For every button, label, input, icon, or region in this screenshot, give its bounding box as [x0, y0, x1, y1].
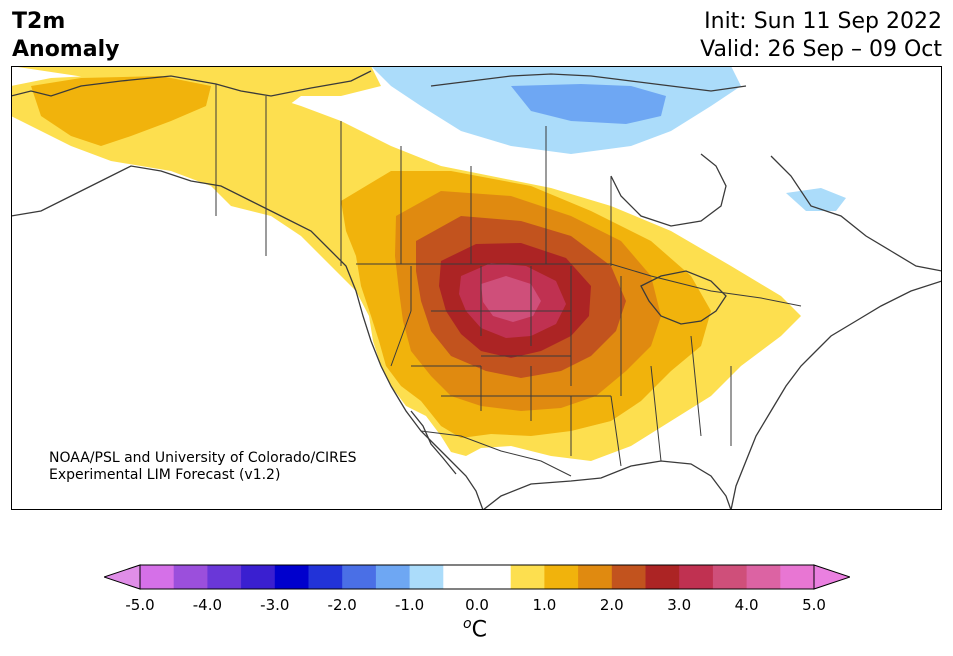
colorbar-unit: oC: [463, 616, 487, 642]
colorbar-svg: [102, 564, 852, 590]
us-states-north: [390, 266, 622, 396]
colorbar-segment: [308, 565, 343, 589]
colorbar: [102, 564, 852, 590]
east-coast: [730, 280, 942, 510]
alaska-coast: [11, 70, 372, 97]
variable-title: T2m: [12, 9, 66, 34]
credit-text: NOAA/PSL and University of Colorado/CIRE…: [49, 450, 357, 484]
colorbar-segment: [443, 565, 478, 589]
colorbar-tick-label: 4.0: [734, 596, 759, 614]
labrador-coast: [770, 155, 942, 272]
colorbar-tick-label: -4.0: [192, 596, 223, 614]
init-date: Init: Sun 11 Sep 2022: [704, 9, 942, 34]
colorbar-tick-label: -3.0: [260, 596, 290, 614]
colorbar-segment: [173, 565, 208, 589]
colorbar-tick-label: 2.0: [599, 596, 624, 614]
colorbar-segment: [375, 565, 411, 589]
colorbar-tick-label: -1.0: [394, 596, 425, 614]
colorbar-segment: [712, 565, 748, 589]
colorbar-tick-label: 0.0: [465, 596, 489, 614]
great-lakes: [640, 270, 727, 325]
coastlines: [11, 70, 942, 510]
colorbar-under-extension: [102, 564, 141, 590]
colorbar-segment: [477, 565, 512, 589]
plot-title: T2m Anomaly: [12, 8, 119, 64]
colorbar-segment: [274, 565, 309, 589]
colorbar-segment: [544, 565, 579, 589]
colorbar-segment: [780, 565, 815, 589]
colorbar-segment: [578, 565, 613, 589]
anomaly-shading: [11, 66, 846, 461]
colorbar-over-extension: [813, 564, 852, 590]
us-states-south: [441, 335, 732, 467]
west-coast: [11, 165, 484, 510]
shade-band-gold: [31, 76, 211, 146]
colorbar-tick-label: -2.0: [327, 596, 357, 614]
colorbar-segment: [409, 565, 444, 589]
map-border: [11, 66, 942, 510]
colorbar-segment: [746, 565, 781, 589]
degree-symbol: o: [463, 616, 472, 632]
hudson-bay: [610, 153, 727, 227]
canada-provinces: [265, 96, 612, 266]
colorbar-segment: [207, 565, 242, 589]
colorbar-segment: [679, 565, 714, 589]
colorbar-segment: [140, 565, 175, 589]
colorbar-segment: [342, 565, 377, 589]
variable-subtitle: Anomaly: [12, 37, 120, 62]
colorbar-frame: [139, 564, 815, 590]
shade-band-lightblue-east: [786, 188, 846, 211]
arctic-islands: [430, 73, 747, 92]
map-svg: [11, 66, 942, 510]
shade-band-blue: [511, 84, 666, 124]
date-info: Init: Sun 11 Sep 2022 Valid: 26 Sep – 09…: [700, 8, 942, 64]
baja-coast: [410, 410, 457, 475]
credit-line-2: Experimental LIM Forecast (v1.2): [49, 467, 281, 483]
us-canada-border: [356, 263, 802, 307]
unit-letter: C: [471, 617, 487, 643]
valid-range: Valid: 26 Sep – 09 Oct: [700, 37, 942, 62]
us-mexico-border: [420, 430, 572, 477]
borders: [215, 84, 802, 477]
colorbar-tick-label: 5.0: [802, 596, 826, 614]
colorbar-segment: [611, 565, 646, 589]
colorbar-segment: [510, 565, 545, 589]
colorbar-segment: [645, 565, 680, 589]
colorbar-tick-label: 3.0: [667, 596, 692, 614]
gulf-coast: [482, 460, 732, 510]
colorbar-segment: [241, 565, 276, 589]
colorbar-tick-label: -5.0: [125, 596, 155, 614]
colorbar-ticks: -5.0 -4.0 -3.0 -2.0 -1.0 0.0 1.0 2.0 3.0 4.0 5.0: [0, 596, 953, 616]
credit-line-1: NOAA/PSL and University of Colorado/CIRE…: [49, 450, 357, 466]
anomaly-map: [11, 66, 942, 510]
colorbar-tick-label: 1.0: [532, 596, 557, 614]
